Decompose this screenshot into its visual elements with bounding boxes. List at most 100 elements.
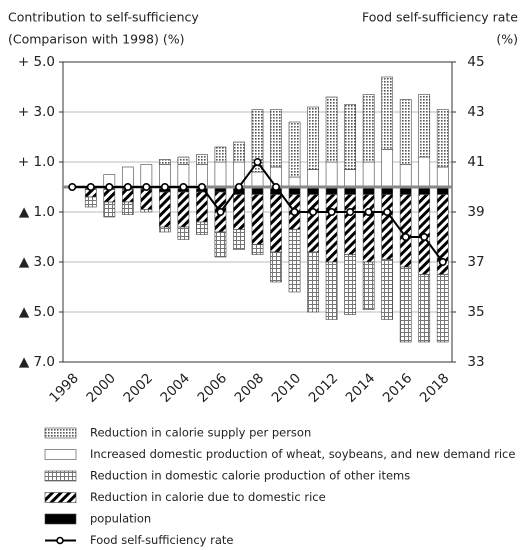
bar-segment — [159, 159, 171, 165]
bar-segment — [251, 109, 264, 173]
legend-label: Reduction in calorie supply per person — [90, 426, 311, 440]
bar-segment — [307, 106, 319, 170]
legend-marker — [56, 536, 64, 545]
bar-segment — [251, 194, 264, 245]
bar-segment — [270, 109, 282, 168]
line-marker — [216, 208, 225, 217]
bar-segment — [288, 121, 301, 178]
y2-tick-label: 33 — [467, 354, 484, 370]
y-tick-label: ▲ 3.0 — [19, 254, 55, 270]
bar-segment — [121, 189, 134, 203]
bar-segment — [344, 169, 356, 188]
legend-label: Food self-sufficiency rate — [90, 533, 234, 547]
bar-segment — [344, 194, 356, 255]
legend-swatch — [44, 427, 77, 439]
bar-segment — [436, 274, 449, 343]
bar-segment — [214, 146, 227, 163]
line-marker — [290, 208, 299, 217]
x-tick-label: 2014 — [343, 370, 379, 406]
bar-segment — [418, 274, 431, 343]
line-marker — [105, 183, 114, 192]
bar-segment — [288, 229, 301, 293]
bar-segment — [270, 194, 282, 253]
x-tick-label: 2016 — [380, 370, 416, 406]
bar-segment — [159, 191, 171, 228]
bar-segment — [399, 266, 412, 343]
y-tick-label: ▲ 7.0 — [19, 354, 55, 370]
bar-segment — [233, 229, 245, 250]
legend-swatch — [44, 449, 77, 460]
bar-segment — [196, 191, 208, 223]
bar-segment — [325, 261, 338, 320]
legend-swatch — [44, 492, 77, 503]
bar-segment — [381, 259, 394, 320]
line-marker — [401, 233, 410, 242]
bar-segment — [140, 209, 153, 213]
bar-segment — [436, 109, 449, 168]
bar-segment — [121, 201, 134, 215]
y-axis-title: (Comparison with 1998) (%) — [8, 32, 184, 47]
y-tick-label: + 5.0 — [18, 54, 55, 70]
bar-segment — [344, 254, 356, 315]
x-tick-label: 1998 — [46, 370, 82, 406]
y2-tick-label: 45 — [467, 54, 484, 70]
bar-segment — [399, 99, 412, 165]
bar-segment — [233, 141, 245, 163]
bar-segment — [177, 191, 190, 228]
bar-segment — [103, 189, 116, 203]
x-tick-label: 2004 — [157, 370, 193, 406]
bar-segment — [159, 226, 171, 233]
bar-segment — [325, 96, 338, 163]
y-tick-label: ▲ 1.0 — [19, 204, 55, 220]
y2-tick-label: 37 — [467, 254, 484, 270]
y2-tick-label: 43 — [467, 104, 484, 120]
bar-segment — [436, 166, 449, 188]
line-marker — [160, 183, 169, 192]
bar-segment — [103, 201, 116, 218]
bar-segment — [84, 196, 97, 208]
legend-label: population — [90, 512, 151, 526]
x-tick-label: 2000 — [83, 370, 119, 406]
bar-segment — [381, 194, 394, 260]
line-marker — [86, 183, 95, 192]
bar-segment — [251, 244, 264, 255]
bar-segment — [362, 261, 375, 310]
legend-swatch — [44, 513, 77, 525]
bar-segment — [399, 164, 412, 188]
bar-segment — [140, 189, 153, 210]
line-marker — [364, 208, 373, 217]
bar-segment — [196, 221, 208, 235]
line-marker — [253, 158, 262, 167]
x-tick-label: 2010 — [269, 370, 305, 406]
bar-segment — [381, 76, 394, 150]
line-marker — [179, 183, 188, 192]
line-marker — [309, 208, 318, 217]
bar-segment — [177, 156, 190, 165]
y-tick-label: + 3.0 — [18, 104, 55, 120]
bar-segment — [307, 169, 319, 188]
y2-tick-label: 41 — [467, 154, 484, 170]
line-marker — [438, 257, 447, 266]
bar-segment — [362, 194, 375, 263]
line-marker — [346, 208, 355, 217]
x-tick-label: 2006 — [194, 370, 230, 406]
line-marker — [272, 183, 281, 192]
bar-segment — [325, 161, 338, 188]
legend-label: Increased domestic production of wheat, … — [90, 447, 515, 461]
plot-frame — [62, 61, 453, 363]
line-marker — [142, 183, 151, 192]
bar-segment — [418, 94, 431, 158]
line-marker — [234, 183, 243, 192]
bar-segment — [214, 161, 227, 188]
bar-segment — [418, 156, 431, 188]
x-tick-label: 2008 — [232, 370, 268, 406]
legend-label: Reduction in calorie due to domestic ric… — [90, 490, 326, 504]
y-tick-label: ▲ 5.0 — [19, 304, 55, 320]
x-tick-label: 2018 — [417, 370, 453, 406]
y2-tick-label: 39 — [467, 204, 484, 220]
bar-segment — [214, 231, 227, 258]
legend-swatch — [44, 470, 77, 482]
bar-segment — [307, 194, 319, 253]
bar-segment — [251, 171, 264, 188]
